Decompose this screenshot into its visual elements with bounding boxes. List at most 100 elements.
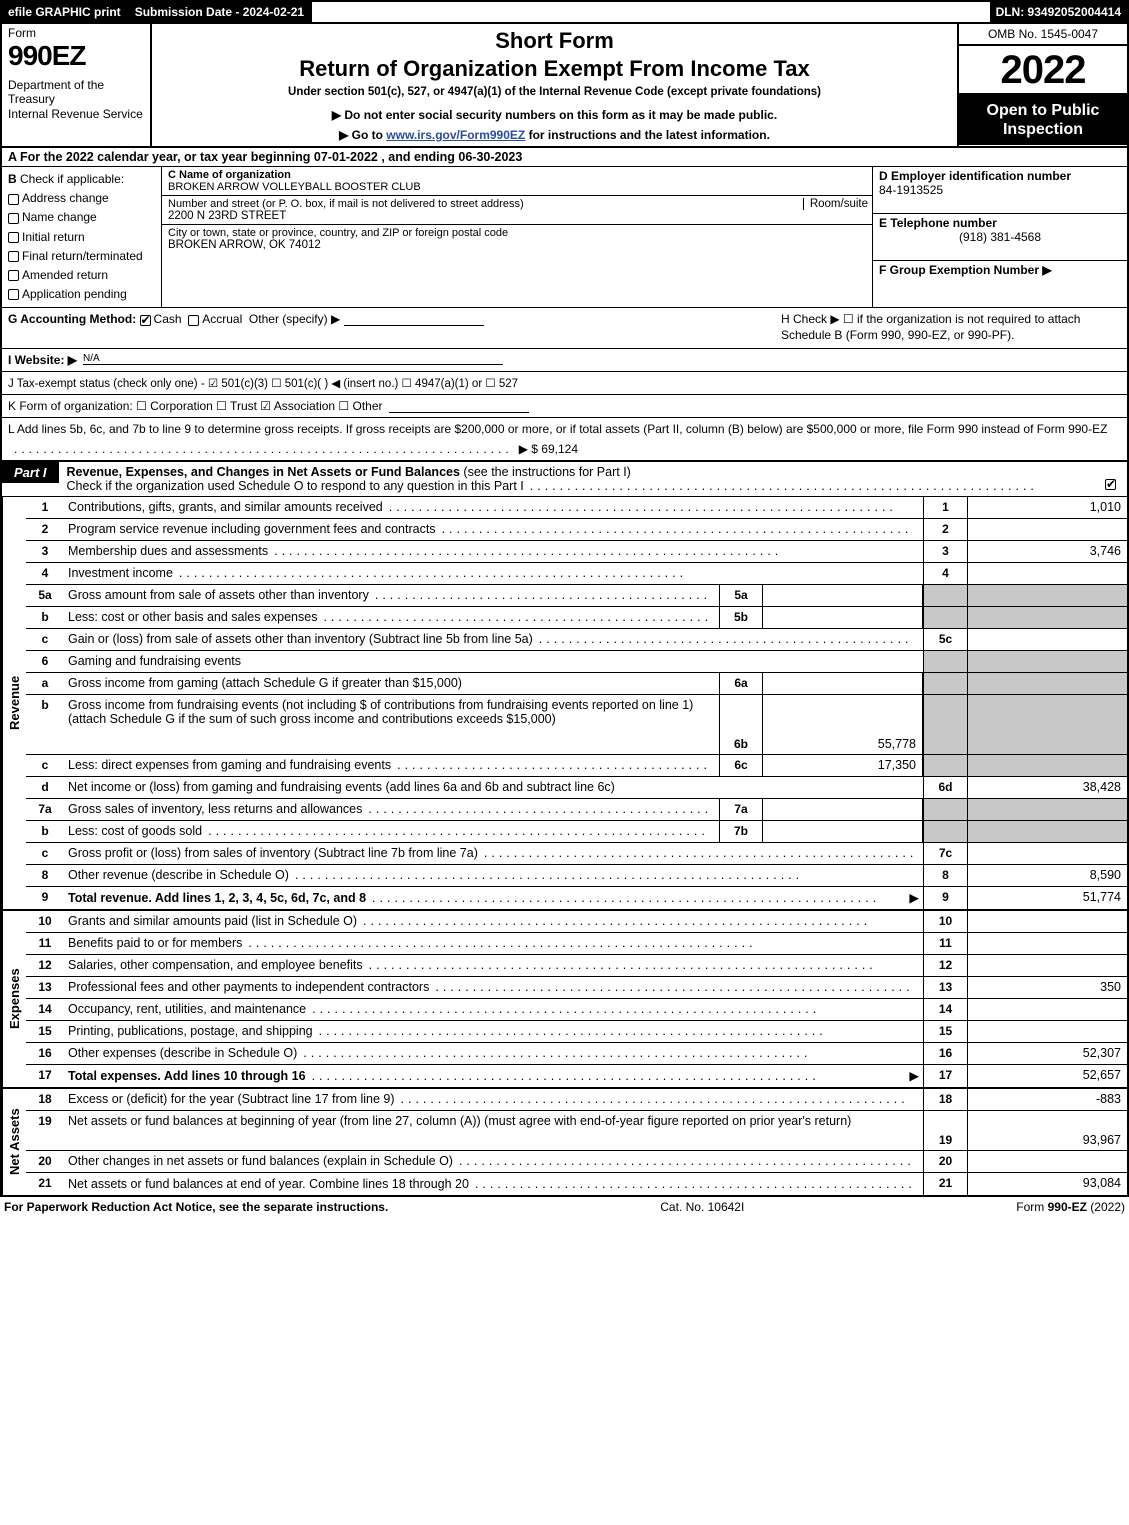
line-6c-midval: 17,350 [763, 755, 923, 776]
b-check-if: Check if applicable: [20, 172, 124, 186]
chk-application-pending[interactable] [8, 289, 19, 300]
lbl-amended-return: Amended return [22, 268, 108, 282]
goto-pre: ▶ Go to [339, 128, 386, 142]
h-schedule-b: H Check ▶ ☐ if the organization is not r… [781, 312, 1121, 343]
room-suite-label: Room/suite [803, 198, 868, 210]
dots-fill [179, 566, 913, 580]
line-9-arrow: ▶ [909, 890, 919, 905]
chk-initial-return[interactable] [8, 232, 19, 243]
line-11-val [967, 933, 1127, 954]
line-5a: 5a Gross amount from sale of assets othe… [26, 585, 1127, 607]
line-21-num: 21 [26, 1173, 64, 1195]
line-7a-rnum-shaded [923, 799, 967, 820]
chk-address-change[interactable] [8, 194, 19, 205]
line-7a-desc: Gross sales of inventory, less returns a… [68, 802, 362, 816]
line-14-rnum: 14 [923, 999, 967, 1020]
chk-schedule-o-part1[interactable] [1105, 479, 1116, 490]
chk-final-return[interactable] [8, 251, 19, 262]
l-text: L Add lines 5b, 6c, and 7b to line 9 to … [8, 422, 1107, 436]
dots-fill [369, 958, 913, 972]
chk-amended-return[interactable] [8, 270, 19, 281]
line-9-rnum: 9 [923, 887, 967, 909]
line-19-num: 19 [26, 1111, 64, 1150]
line-12-desc: Salaries, other compensation, and employ… [68, 958, 363, 972]
line-21-rnum: 21 [923, 1173, 967, 1195]
line-7a-midval [763, 799, 923, 820]
revenue-rows: 1 Contributions, gifts, grants, and simi… [26, 497, 1127, 909]
line-7a-rval-shaded [967, 799, 1127, 820]
line-6a-midval [763, 673, 923, 694]
row-a-text: A For the 2022 calendar year, or tax yea… [8, 150, 522, 164]
line-6b-rnum-shaded [923, 695, 967, 754]
dots-fill [401, 1092, 913, 1106]
header-right: OMB No. 1545-0047 2022 Open to Public In… [957, 24, 1127, 146]
under-section: Under section 501(c), 527, or 4947(a)(1)… [160, 86, 949, 98]
line-9-desc: Total revenue. Add lines 1, 2, 3, 4, 5c,… [68, 891, 366, 905]
form-number: 990EZ [8, 40, 144, 72]
line-7c: c Gross profit or (loss) from sales of i… [26, 843, 1127, 865]
dots-fill [539, 632, 913, 646]
line-19-rnum: 19 [923, 1111, 967, 1150]
part-1-header: Part I Revenue, Expenses, and Changes in… [0, 462, 1129, 497]
lbl-application-pending: Application pending [22, 287, 127, 301]
line-5b-desc: Less: cost or other basis and sales expe… [68, 610, 317, 624]
line-6c-desc: Less: direct expenses from gaming and fu… [68, 758, 391, 772]
line-4: 4 Investment income 4 [26, 563, 1127, 585]
line-21-desc: Net assets or fund balances at end of ye… [68, 1177, 469, 1191]
revenue-side-label: Revenue [2, 497, 26, 909]
line-6b-desc: Gross income from fundraising events (no… [68, 698, 693, 726]
i-label: I Website: ▶ [8, 353, 77, 367]
line-6b-rval-shaded [967, 695, 1127, 754]
e-phone-value: (918) 381-4568 [879, 230, 1121, 244]
line-1-desc: Contributions, gifts, grants, and simila… [68, 500, 383, 514]
col-d-e-f: D Employer identification number 84-1913… [872, 167, 1127, 307]
dots-fill [312, 1002, 913, 1016]
chk-name-change[interactable] [8, 213, 19, 224]
line-16: 16 Other expenses (describe in Schedule … [26, 1043, 1127, 1065]
line-3-val: 3,746 [967, 541, 1127, 562]
line-21: 21 Net assets or fund balances at end of… [26, 1173, 1127, 1195]
line-13: 13 Professional fees and other payments … [26, 977, 1127, 999]
entity-block: B Check if applicable: Address change Na… [0, 167, 1129, 308]
line-6b-num: b [26, 695, 64, 754]
line-6-desc: Gaming and fundraising events [68, 654, 241, 668]
k-other-input[interactable] [389, 399, 529, 413]
lbl-address-change: Address change [22, 191, 109, 205]
line-6a-rval-shaded [967, 673, 1127, 694]
line-18: 18 Excess or (deficit) for the year (Sub… [26, 1089, 1127, 1111]
dots-fill [375, 588, 709, 602]
line-14-desc: Occupancy, rent, utilities, and maintena… [68, 1002, 306, 1016]
lbl-accrual: Accrual [202, 312, 242, 326]
line-18-desc: Excess or (deficit) for the year (Subtra… [68, 1092, 395, 1106]
line-6d-rnum: 6d [923, 777, 967, 798]
line-6b-mid: 6b [719, 695, 763, 754]
top-bar: efile GRAPHIC print Submission Date - 20… [0, 0, 1129, 24]
netassets-rows: 18 Excess or (deficit) for the year (Sub… [26, 1089, 1127, 1195]
other-input[interactable] [344, 312, 484, 326]
line-6c-rnum-shaded [923, 755, 967, 776]
line-5c-num: c [26, 629, 64, 650]
line-12-val [967, 955, 1127, 976]
line-9: 9 Total revenue. Add lines 1, 2, 3, 4, 5… [26, 887, 1127, 909]
line-6d-num: d [26, 777, 64, 798]
efile-print[interactable]: efile GRAPHIC print [2, 2, 129, 22]
chk-accrual[interactable] [188, 315, 199, 326]
line-7c-val [967, 843, 1127, 864]
line-7b-desc: Less: cost of goods sold [68, 824, 202, 838]
line-10-val [967, 911, 1127, 932]
line-15-num: 15 [26, 1021, 64, 1042]
line-5a-rnum-shaded [923, 585, 967, 606]
dots-fill [372, 891, 903, 905]
line-7a-mid: 7a [719, 799, 763, 820]
chk-cash[interactable] [140, 315, 151, 326]
irs-link[interactable]: www.irs.gov/Form990EZ [386, 128, 525, 142]
c-name-label: C Name of organization [168, 169, 291, 181]
line-9-num: 9 [26, 887, 64, 909]
g-accounting-method: G Accounting Method: Cash Accrual Other … [8, 312, 484, 326]
line-2: 2 Program service revenue including gove… [26, 519, 1127, 541]
line-6d: d Net income or (loss) from gaming and f… [26, 777, 1127, 799]
line-10-num: 10 [26, 911, 64, 932]
line-7c-desc: Gross profit or (loss) from sales of inv… [68, 846, 478, 860]
line-6-rval-shaded [967, 651, 1127, 672]
dots-fill [14, 442, 513, 456]
